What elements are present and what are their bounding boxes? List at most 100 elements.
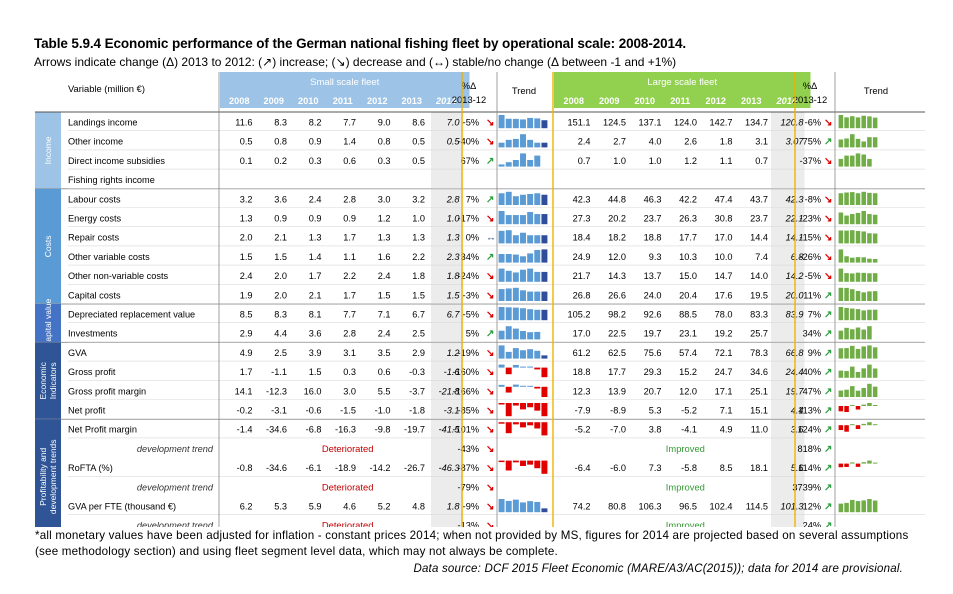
large-trend-bar — [844, 348, 849, 359]
small-value: 8.3 — [274, 310, 287, 320]
large-value: 15.1 — [750, 406, 768, 416]
small-change-arrow-icon: ↔ — [486, 233, 496, 244]
large-pct-change: 40% — [803, 367, 821, 377]
large-trend-bar — [861, 292, 866, 301]
small-trend-bar — [534, 155, 541, 167]
small-value: 8.1 — [309, 310, 322, 320]
small-trend-bar — [534, 235, 541, 244]
large-pct-change: 114% — [798, 463, 821, 473]
large-pct-change: 9% — [808, 348, 821, 358]
large-trend-bar — [844, 389, 849, 397]
small-trend-bar — [520, 290, 526, 301]
large-trend-bar — [838, 330, 844, 340]
large-trend-bar — [855, 272, 861, 282]
table-row: RoFTA (%) -0.8 -34.6 -6.1 -18.9 -14.2 -26.7 -46… — [68, 460, 925, 477]
large-value: 24.0 — [644, 290, 662, 300]
table-row: Energy costs 1.3 0.9 0.9 0.9 1.2 1.0 1.0 27.3 20.… — [68, 211, 925, 227]
small-value: 1.7 — [343, 233, 356, 243]
large-trend-bar — [861, 329, 866, 340]
large-trend-bar — [838, 287, 844, 301]
large-trend-bar — [844, 307, 849, 321]
small-value: 2.2 — [412, 252, 425, 262]
group-label-bg — [35, 304, 61, 343]
small-value: 1.4 — [309, 252, 322, 262]
small-value: 16.0 — [304, 386, 322, 396]
group-label-line: Profitability and — [38, 447, 48, 505]
large-trend-bar — [844, 406, 849, 413]
large-pct-change: 7% — [808, 310, 821, 320]
small-trend-bar — [520, 422, 526, 428]
large-value: 30.8 — [715, 214, 733, 224]
large-trend-bar — [844, 192, 849, 205]
small-trend-bar — [527, 212, 534, 225]
small-value: 11.6 — [235, 118, 252, 128]
small-value: 0.9 — [274, 214, 287, 224]
small-trend-bar — [527, 268, 534, 282]
small-trend-bar — [512, 235, 519, 244]
large-value: 3.8 — [649, 425, 662, 435]
small-change-arrow-icon: ↘ — [486, 310, 494, 321]
large-value: 6.8 — [791, 252, 805, 262]
row-label: Direct income subsidies — [68, 156, 165, 166]
small-value: -21.8 — [439, 386, 461, 396]
small-trend-bar — [498, 460, 505, 463]
small-trend-bar — [512, 328, 519, 340]
small-trend-bar — [534, 193, 541, 205]
large-value: 83.3 — [750, 310, 768, 320]
large-trend-bar — [861, 272, 866, 282]
large-trend-bar — [838, 158, 844, 167]
small-pct-change: -3% — [463, 290, 479, 300]
small-value: 1.7 — [343, 290, 356, 300]
large-pct-change: -8% — [805, 194, 821, 204]
large-trend-bar — [838, 115, 844, 129]
large-value: 19.7 — [644, 329, 662, 339]
small-trend-bar — [534, 249, 541, 263]
small-value: 1.8 — [447, 502, 461, 512]
large-value: 9.3 — [649, 252, 662, 262]
large-trend-bar — [872, 117, 878, 129]
small-value: -1.4 — [237, 425, 253, 435]
large-trend-bar — [872, 273, 878, 282]
large-change-arrow-icon: ↗ — [824, 329, 832, 340]
large-pct-change: 11% — [803, 290, 821, 300]
large-value: 24.4 — [785, 367, 804, 377]
large-value: 20.7 — [644, 386, 662, 396]
small-value: -1.5 — [340, 406, 356, 416]
large-value: -5.2 — [681, 406, 697, 416]
large-change-arrow-icon: ↗ — [824, 502, 832, 513]
row-label: RoFTA (%) — [68, 463, 113, 473]
large-value: 14.4 — [750, 233, 768, 243]
large-value: 17.0 — [573, 329, 591, 339]
large-value: 106.3 — [639, 502, 662, 512]
small-value: 8.6 — [412, 118, 425, 128]
large-change-arrow-icon: ↘ — [824, 233, 832, 244]
small-trend-bar — [520, 215, 526, 225]
large-change-arrow-icon: ↗ — [824, 348, 832, 359]
small-trend-bar — [527, 332, 534, 340]
large-trend-bar — [855, 406, 861, 410]
large-trend-bar — [867, 273, 872, 282]
small-trend-bar — [520, 153, 526, 167]
large-value: 92.6 — [644, 310, 662, 320]
small-value: 1.5 — [274, 252, 287, 262]
large-trend-bar — [844, 371, 849, 378]
large-trend-bar — [838, 370, 844, 378]
small-pct-change: -79% — [458, 482, 479, 492]
large-pct-change: 124% — [798, 425, 822, 435]
large-value: 7.1 — [720, 406, 733, 416]
large-value: 134.7 — [745, 118, 768, 128]
pct-period-header: 2013-12 — [793, 94, 827, 105]
small-trend-bar — [534, 403, 541, 411]
large-value: 29.3 — [644, 367, 662, 377]
large-trend-bar — [855, 309, 861, 321]
large-trend-bar — [850, 230, 855, 244]
large-value: 1.1 — [720, 156, 733, 166]
small-trend-bar — [505, 162, 512, 167]
small-trend-bar — [534, 350, 541, 359]
small-value: 2.0 — [240, 233, 253, 243]
small-trend-bar — [498, 403, 505, 405]
small-trend-bar — [512, 254, 519, 263]
small-trend-bar — [520, 350, 526, 359]
large-value: 3.6 — [791, 425, 805, 435]
small-value: -3.7 — [409, 386, 425, 396]
